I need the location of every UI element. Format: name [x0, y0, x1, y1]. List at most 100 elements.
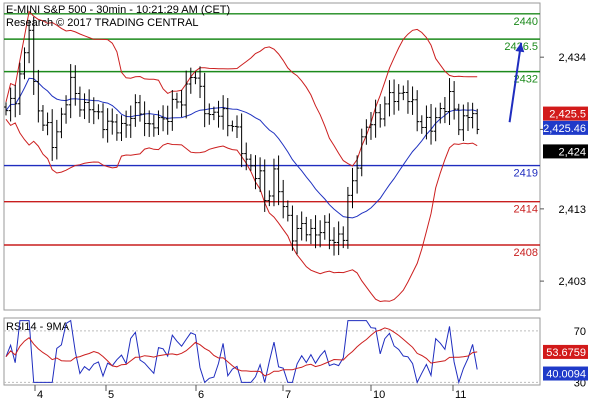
price-bar: [475, 108, 480, 135]
price-bar: [59, 107, 64, 139]
price-bar: [87, 89, 92, 123]
price-bar: [419, 115, 424, 134]
date-tick-label: 5: [108, 389, 114, 400]
date-tick-label: 7: [285, 389, 291, 400]
price-tick-label: 2,413: [558, 204, 586, 216]
price-bar: [290, 205, 295, 251]
price-bar: [179, 89, 184, 118]
price-bar: [396, 84, 401, 111]
price-bar: [27, 19, 32, 64]
price-bar: [156, 110, 161, 136]
price-bar: [285, 200, 290, 222]
price-bar: [267, 190, 272, 207]
price-bar: [170, 89, 175, 131]
price-bar: [13, 84, 18, 118]
price-tag-label: 2,425.5: [549, 109, 586, 121]
price-bar: [101, 103, 106, 139]
price-bar: [304, 216, 309, 242]
level-label-2440: 2440: [514, 16, 538, 28]
rsi-ma-line: [5, 327, 478, 377]
price-bar: [202, 72, 207, 128]
price-bar: [429, 104, 434, 145]
price-bar: [336, 221, 341, 256]
price-pane-frame: [3, 2, 541, 311]
price-tick-label: 2,434: [558, 52, 586, 64]
price-bar: [424, 105, 429, 140]
rsi-tag-box: [543, 366, 588, 381]
price-bar: [230, 120, 235, 132]
price-tick-label: 2,403: [558, 276, 586, 288]
price-bar: [327, 213, 332, 250]
price-bar: [221, 95, 226, 130]
price-bar: [133, 94, 138, 127]
price-bar: [299, 211, 304, 241]
price-bar: [235, 115, 239, 138]
price-bar: [161, 105, 166, 132]
price-bar: [359, 128, 364, 177]
price-bar: [332, 227, 337, 256]
level-label-2419: 2419: [514, 168, 538, 180]
price-bar: [313, 215, 318, 249]
price-bar: [442, 96, 447, 124]
price-bar: [50, 109, 55, 161]
rsi-tick-label: 70: [574, 326, 586, 338]
price-bar: [276, 155, 281, 206]
price-bar: [137, 94, 142, 122]
price-bar: [105, 108, 110, 143]
rsi-tag-label: 53.6759: [546, 347, 586, 359]
price-bar: [415, 90, 420, 132]
price-bar: [128, 105, 133, 138]
price-bar: [216, 100, 221, 128]
rsi-tag-box: [543, 344, 588, 359]
price-bar: [17, 62, 22, 115]
price-tag-box: [543, 120, 588, 135]
price-bar: [82, 93, 87, 120]
price-bar: [410, 86, 415, 115]
price-bar: [373, 99, 378, 138]
price-bar: [345, 186, 350, 249]
price-tag-label: 2,424: [558, 146, 586, 158]
price-bar: [77, 86, 82, 117]
price-bar: [184, 70, 189, 119]
projection-arrow-head: [515, 42, 525, 53]
date-tick-label: 11: [455, 389, 466, 400]
price-bar: [64, 95, 69, 124]
price-bar: [31, 16, 36, 95]
price-bar: [364, 119, 369, 145]
price-bar: [40, 105, 45, 132]
price-bar: [452, 81, 457, 120]
chart-title: E-MINI S&P 500 - 30min - 10:21:29 AM (CE…: [6, 4, 230, 16]
price-bar: [193, 71, 198, 85]
price-bar: [433, 107, 438, 142]
price-bar: [36, 69, 41, 123]
price-bar: [207, 103, 212, 125]
price-bar: [73, 65, 78, 106]
price-bar: [392, 79, 397, 115]
x-axis-layer: 4 5 6 7 10 11: [34, 385, 466, 400]
price-bar: [341, 226, 346, 249]
level-label-2414: 2414: [514, 204, 538, 216]
price-bar: [198, 66, 203, 99]
price-bar: [8, 87, 13, 122]
price-bar: [262, 159, 267, 212]
price-bar: [281, 179, 286, 219]
arrow-layer: [508, 42, 525, 123]
price-bar: [355, 155, 360, 194]
price-bar: [96, 104, 101, 120]
price-bar: [54, 119, 59, 160]
price-bar: [68, 64, 73, 119]
price-bars-layer: [4, 16, 480, 256]
price-bar: [119, 115, 124, 142]
price-bar: [258, 157, 263, 193]
price-bar: [322, 215, 327, 240]
date-tick-label: 10: [373, 389, 385, 400]
price-bar: [4, 102, 8, 116]
price-tag-box: [543, 106, 588, 121]
price-bar: [91, 97, 96, 125]
date-tick-label: 6: [198, 389, 204, 400]
price-tag-box: [543, 144, 588, 159]
rsi-pane-frame: [3, 317, 541, 386]
